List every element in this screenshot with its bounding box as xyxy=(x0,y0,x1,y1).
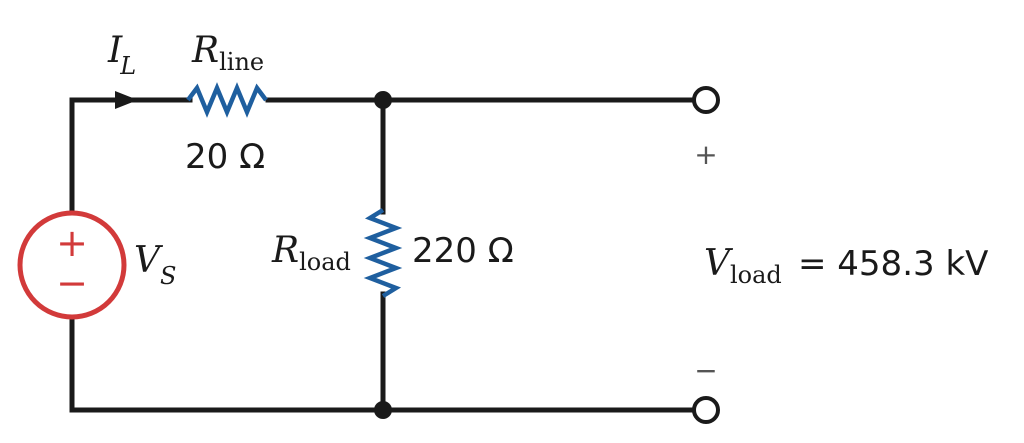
line-resistor-value: 20 Ω xyxy=(185,137,265,177)
load-resistor-label: Rload xyxy=(271,230,351,276)
load-resistor xyxy=(363,208,403,298)
junction-node-top xyxy=(374,91,392,109)
source-plus-sign: + xyxy=(56,221,88,265)
output-terminal-bottom xyxy=(692,396,720,424)
output-plus-sign: + xyxy=(694,138,717,171)
current-label: IL xyxy=(107,30,136,80)
current-arrow-icon xyxy=(115,91,138,109)
line-resistor-label: Rline xyxy=(191,30,264,76)
output-terminal-top xyxy=(692,86,720,114)
junction-node-bottom xyxy=(374,401,392,419)
voltage-source xyxy=(17,210,127,320)
line-resistor xyxy=(186,82,268,118)
source-minus-sign: − xyxy=(56,261,88,305)
load-voltage-value: = 458.3 kV xyxy=(798,244,988,284)
load-voltage-label: Vload xyxy=(704,243,782,289)
load-resistor-value: 220 Ω xyxy=(412,231,514,271)
left-wire xyxy=(69,97,193,215)
output-minus-sign: − xyxy=(694,354,717,387)
source-voltage-label: VS xyxy=(134,240,176,290)
